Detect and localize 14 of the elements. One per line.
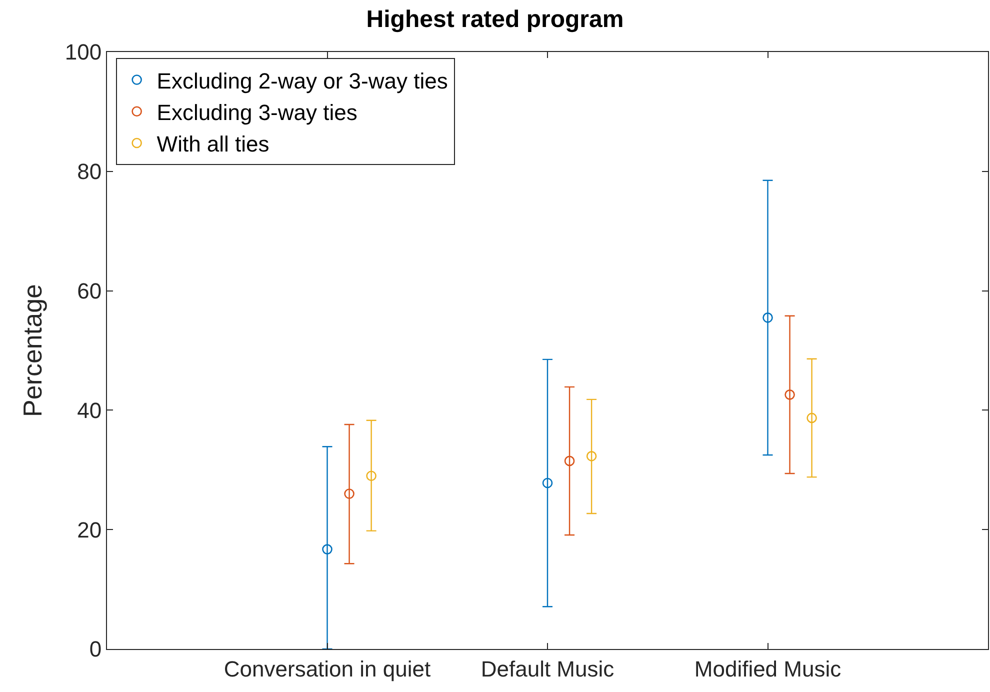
- legend-label: Excluding 3-way ties: [156, 100, 358, 125]
- x-tick-label: Conversation in quiet: [224, 656, 431, 682]
- x-tick-label: Default Music: [480, 656, 614, 682]
- y-tick-label: 0: [89, 636, 102, 662]
- chart-title: Highest rated program: [366, 6, 624, 34]
- y-tick-label: 100: [64, 40, 102, 65]
- y-tick-label: 60: [77, 278, 102, 304]
- y-tick-label: 20: [77, 517, 102, 542]
- y-axis-title: Percentage: [17, 284, 48, 417]
- y-tick-label: 80: [77, 159, 102, 184]
- y-tick-label: 40: [77, 398, 102, 423]
- legend-label: With all ties: [156, 132, 270, 157]
- x-tick-label: Modified Music: [694, 656, 842, 682]
- legend-label: Excluding 2-way or 3-way ties: [156, 68, 448, 94]
